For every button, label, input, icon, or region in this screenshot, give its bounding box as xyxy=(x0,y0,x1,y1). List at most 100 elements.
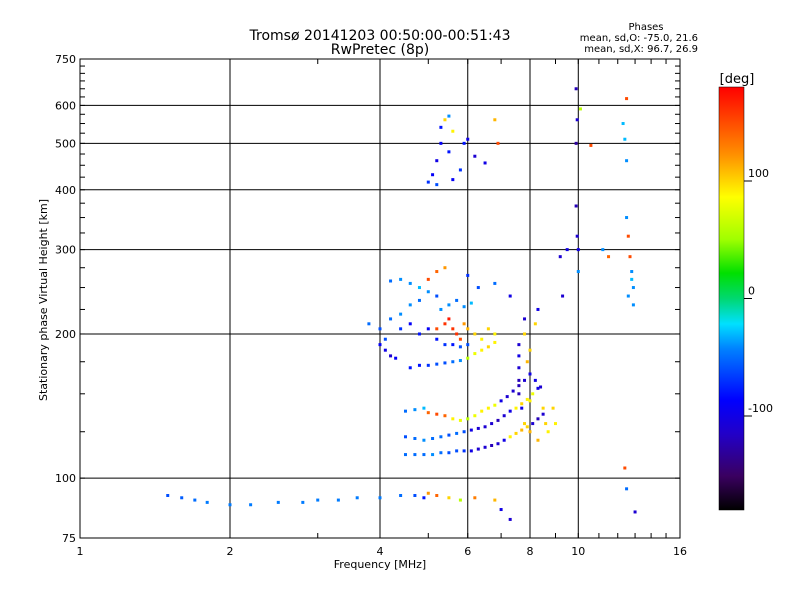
data-point xyxy=(536,417,540,421)
data-point xyxy=(422,496,426,500)
data-point xyxy=(486,406,490,410)
data-point xyxy=(435,294,439,298)
data-point xyxy=(426,327,430,331)
x-tick-label: 1 xyxy=(77,545,84,558)
data-point xyxy=(447,317,451,321)
data-point xyxy=(451,327,455,331)
data-point xyxy=(435,183,439,187)
data-point xyxy=(426,363,430,367)
data-point xyxy=(469,301,473,305)
data-point xyxy=(447,451,451,455)
data-point xyxy=(490,443,494,447)
data-point xyxy=(447,150,451,154)
y-tick-label: 100 xyxy=(55,472,76,485)
data-point xyxy=(417,286,421,290)
data-point xyxy=(502,438,506,442)
colorbar-ticks: 100 0 -100 xyxy=(744,167,773,417)
stats-line-x: mean, sd,X: 96.7, 26.9 xyxy=(584,44,698,55)
data-point xyxy=(520,428,524,432)
y-tick-label: 500 xyxy=(55,137,76,150)
data-point xyxy=(496,442,500,446)
data-point xyxy=(443,343,447,347)
data-point xyxy=(625,159,629,163)
data-point xyxy=(508,409,512,413)
data-point xyxy=(462,141,466,145)
data-point xyxy=(589,143,593,147)
data-point xyxy=(623,137,627,141)
chart-title: Tromsø 20141203 00:50:00-00:51:43 xyxy=(249,28,511,44)
data-point xyxy=(514,406,518,410)
data-point xyxy=(455,431,459,435)
data-point xyxy=(422,438,426,442)
data-point xyxy=(565,248,569,252)
data-point xyxy=(483,445,487,449)
y-tick-label: 300 xyxy=(55,244,76,257)
data-point xyxy=(455,298,459,302)
data-point xyxy=(517,354,521,358)
data-point xyxy=(496,418,500,422)
data-point xyxy=(439,435,443,439)
data-point xyxy=(496,141,500,145)
data-point xyxy=(483,425,487,429)
data-point xyxy=(483,161,487,165)
data-point xyxy=(576,248,580,252)
data-point xyxy=(378,343,382,347)
data-point xyxy=(528,430,532,434)
y-tick-label: 750 xyxy=(55,53,76,66)
data-point xyxy=(486,345,490,349)
data-point xyxy=(378,327,382,331)
plot-area xyxy=(79,58,681,539)
data-point xyxy=(536,438,540,442)
data-point xyxy=(473,154,477,158)
data-point xyxy=(631,303,635,307)
data-point xyxy=(413,408,417,412)
data-points xyxy=(166,87,637,521)
data-point xyxy=(383,337,387,341)
data-point xyxy=(630,277,634,281)
x-tick-label: 8 xyxy=(527,545,534,558)
data-point xyxy=(473,352,477,356)
data-point xyxy=(517,343,521,347)
data-point xyxy=(525,360,529,364)
data-point xyxy=(575,234,579,238)
data-point xyxy=(493,340,497,344)
data-point xyxy=(486,327,490,331)
chart-subtitle: RwPretec (8p) xyxy=(331,42,429,58)
data-point xyxy=(601,248,605,252)
data-point xyxy=(544,422,548,426)
data-point xyxy=(499,399,503,403)
data-point xyxy=(180,496,184,500)
data-point xyxy=(276,500,280,504)
data-point xyxy=(508,294,512,298)
colorbar-tick-label: 0 xyxy=(748,285,755,298)
data-point xyxy=(447,114,451,118)
data-point xyxy=(466,137,470,141)
x-tick-labels: 1 2 4 6 8 10 16 xyxy=(77,545,688,558)
data-point xyxy=(476,447,480,451)
data-point xyxy=(576,270,580,274)
data-point xyxy=(462,430,466,434)
data-point xyxy=(355,496,359,500)
data-point xyxy=(193,498,197,502)
data-point xyxy=(399,312,403,316)
data-point xyxy=(399,327,403,331)
data-point xyxy=(466,356,470,360)
data-point xyxy=(443,266,447,270)
data-point xyxy=(575,118,579,122)
data-point xyxy=(466,327,470,331)
data-point xyxy=(451,360,455,364)
data-point xyxy=(228,503,232,507)
data-point xyxy=(439,307,443,311)
data-point xyxy=(426,491,430,495)
data-point xyxy=(205,500,209,504)
data-point xyxy=(301,500,305,504)
data-point xyxy=(607,255,611,259)
data-point xyxy=(574,87,578,91)
data-point xyxy=(553,422,557,426)
data-point xyxy=(408,303,412,307)
data-point xyxy=(499,508,503,512)
data-point xyxy=(528,372,532,376)
data-point xyxy=(473,414,477,418)
data-point xyxy=(558,255,562,259)
